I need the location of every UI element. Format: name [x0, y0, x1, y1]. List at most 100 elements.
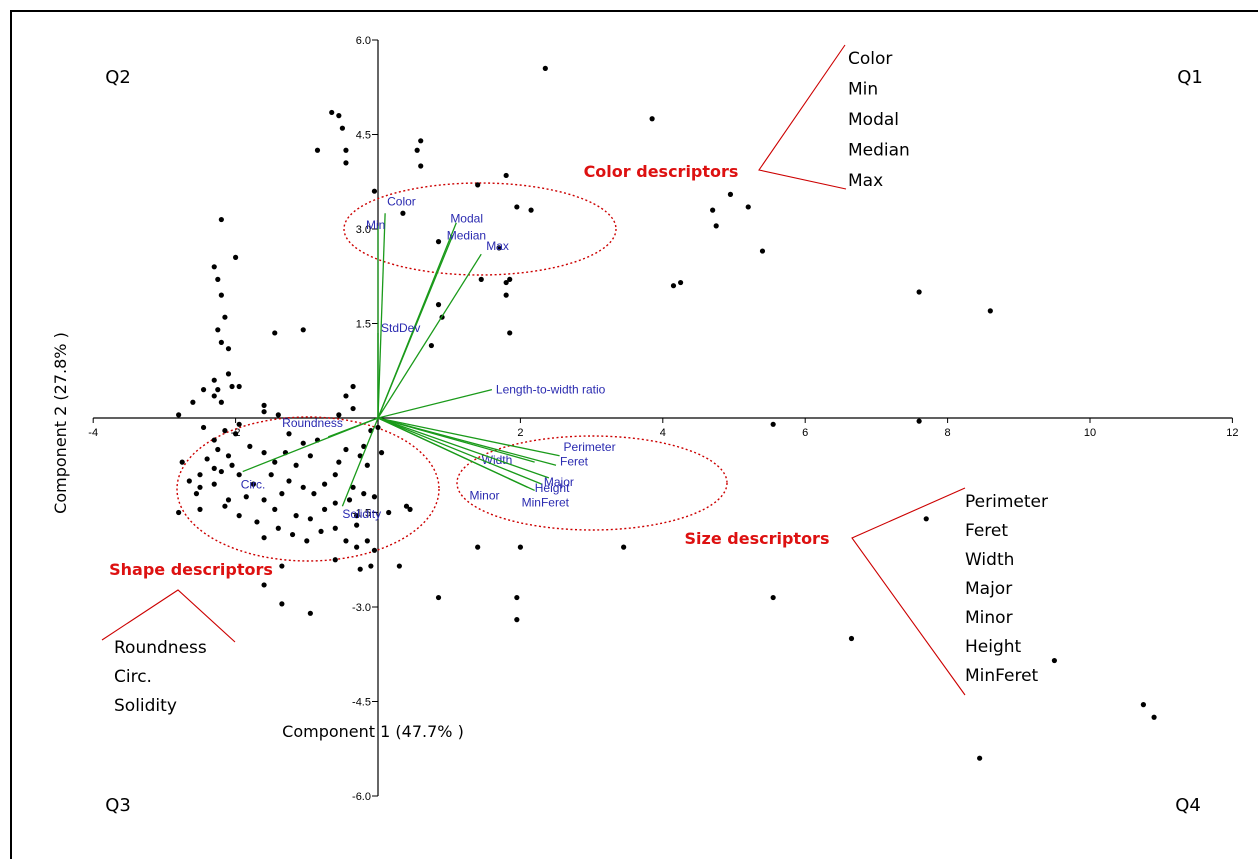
loading-vector-length-to-width-ratio	[377, 389, 493, 419]
data-point	[396, 563, 402, 569]
data-point	[225, 346, 232, 352]
data-point	[357, 566, 363, 572]
loading-label-roundness: Roundness	[282, 416, 343, 430]
loading-label-color: Color	[387, 194, 416, 208]
data-point	[197, 506, 203, 512]
data-point	[542, 65, 548, 71]
y-tick-label: -6.0	[352, 791, 371, 803]
data-point	[361, 443, 367, 449]
data-point	[279, 601, 285, 607]
data-point	[346, 497, 353, 503]
data-point	[368, 563, 374, 569]
data-point	[218, 216, 224, 223]
data-point	[261, 582, 267, 588]
data-point	[229, 462, 235, 468]
data-point	[350, 484, 356, 490]
data-point	[254, 519, 260, 525]
loading-label-height: Height	[535, 481, 570, 495]
data-point	[361, 491, 367, 497]
data-point	[193, 491, 200, 497]
data-point	[261, 402, 267, 408]
loading-label-perimeter: Perimeter	[564, 440, 616, 454]
data-point	[211, 437, 217, 443]
shape-descriptors-label: Shape descriptors	[109, 560, 273, 579]
data-point	[357, 453, 363, 459]
quadrant-label-q3: Q3	[105, 795, 131, 816]
data-point	[247, 443, 253, 449]
loading-label-stddev: StdDev	[381, 321, 420, 335]
data-point	[211, 264, 217, 270]
data-point	[243, 494, 249, 500]
data-point	[371, 494, 378, 500]
x-tick-label: -4	[88, 427, 98, 439]
data-point	[407, 506, 413, 512]
data-point	[275, 525, 281, 531]
data-point	[307, 610, 313, 616]
shape-list-item: Circ.	[114, 667, 152, 687]
data-point	[225, 371, 232, 377]
data-point	[218, 468, 224, 475]
data-point	[343, 160, 349, 166]
data-point	[318, 528, 324, 535]
loading-label-length-to-width-ratio: Length-to-width ratio	[496, 383, 606, 397]
data-point	[354, 513, 360, 519]
size-list-item: Major	[965, 579, 1012, 599]
data-point	[475, 544, 481, 550]
loading-vector-max	[377, 253, 482, 419]
data-point	[528, 207, 534, 213]
data-point	[218, 292, 224, 298]
data-point	[745, 204, 751, 210]
data-point	[225, 497, 232, 503]
loading-label-max: Max	[486, 239, 509, 253]
color-list-item: Modal	[848, 110, 899, 130]
y-tick-label: -3.0	[352, 602, 371, 614]
data-point	[371, 547, 378, 553]
data-point	[371, 188, 378, 194]
data-point	[339, 125, 345, 131]
data-point	[211, 465, 217, 471]
loading-vector-perimeter	[377, 417, 560, 457]
loading-vector-height	[377, 417, 543, 485]
loading-label-minferet: MinFeret	[522, 495, 570, 509]
size-list-item: Height	[965, 637, 1022, 657]
data-point	[215, 387, 221, 393]
data-point	[289, 531, 296, 538]
data-point	[435, 594, 442, 601]
color-list-item: Color	[848, 49, 892, 69]
loading-label-median: Median	[447, 228, 486, 242]
data-point	[713, 223, 719, 229]
loading-label-minor: Minor	[470, 488, 500, 502]
y-tick-label: 3.0	[356, 224, 371, 236]
size-list-item: Perimeter	[965, 492, 1048, 512]
data-point	[176, 412, 182, 418]
data-point	[478, 276, 484, 282]
data-point	[222, 314, 228, 320]
loading-vector-median	[377, 235, 454, 419]
data-point	[378, 450, 385, 456]
shape-callout-line	[101, 589, 236, 643]
data-point	[514, 594, 520, 601]
shape-list-item: Solidity	[114, 696, 177, 716]
data-point	[364, 462, 370, 468]
data-point	[236, 472, 242, 478]
x-tick-label: 2	[517, 427, 523, 439]
x-tick-label: 10	[1084, 427, 1096, 439]
data-point	[236, 513, 242, 519]
data-point	[386, 509, 392, 516]
data-point	[418, 138, 424, 144]
data-point	[197, 472, 203, 478]
loading-vector-color	[377, 213, 386, 419]
data-point	[272, 459, 278, 465]
data-point	[211, 481, 217, 487]
y-tick-label: 1.5	[356, 319, 371, 331]
size-callout-line	[851, 487, 966, 696]
data-point	[977, 755, 983, 761]
color-descriptors-ellipse	[343, 182, 617, 276]
data-point	[225, 453, 232, 459]
data-point	[400, 210, 406, 216]
data-point	[428, 342, 434, 349]
x-tick-label: 6	[802, 427, 808, 439]
data-point	[307, 453, 313, 459]
data-point	[200, 387, 207, 393]
